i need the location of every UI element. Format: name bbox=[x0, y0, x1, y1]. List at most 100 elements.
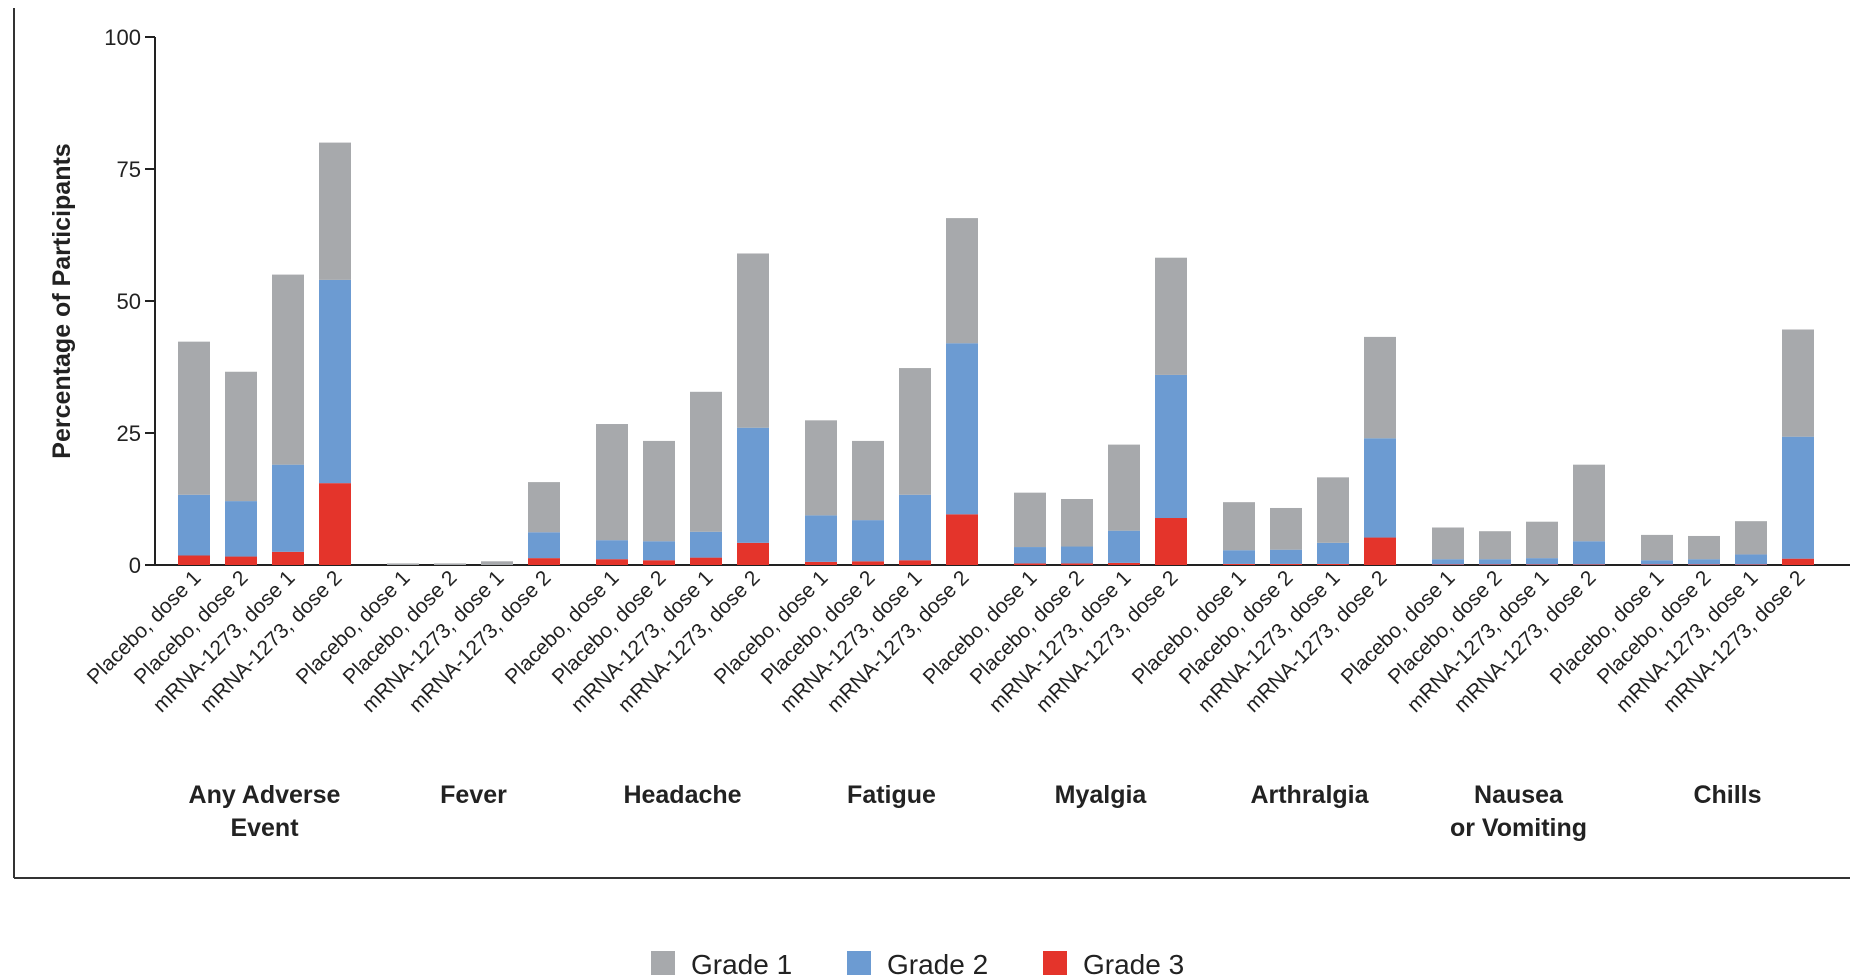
bar-segment-grade1 bbox=[1782, 329, 1814, 437]
bar-segment-grade2 bbox=[1014, 547, 1046, 564]
bar-segment-grade3 bbox=[946, 514, 978, 565]
legend-label: Grade 3 bbox=[1083, 949, 1184, 979]
bar-segment-grade1 bbox=[1108, 444, 1140, 531]
bar-segment-grade2 bbox=[1317, 542, 1349, 564]
bar-segment-grade2 bbox=[1526, 558, 1558, 565]
bar-segment-grade2 bbox=[643, 541, 675, 561]
bar-segment-grade2 bbox=[1364, 438, 1396, 538]
bar-segment-grade3 bbox=[1688, 564, 1720, 565]
bar-segment-grade1 bbox=[946, 218, 978, 344]
bar-segment-grade1 bbox=[596, 424, 628, 541]
group-label: Fatigue bbox=[847, 781, 936, 809]
y-tick-label: 25 bbox=[117, 421, 141, 446]
bar-segment-grade1 bbox=[481, 561, 513, 565]
bar-segment-grade1 bbox=[805, 420, 837, 516]
bar-segment-grade2 bbox=[319, 279, 351, 484]
bar-segment-grade2 bbox=[690, 531, 722, 558]
legend-label: Grade 1 bbox=[691, 949, 792, 979]
bar-segment-grade2 bbox=[805, 515, 837, 562]
bar-segment-grade2 bbox=[225, 501, 257, 557]
bar-segment-grade2 bbox=[1223, 550, 1255, 564]
y-tick-label: 50 bbox=[117, 289, 141, 314]
bar-segment-grade2 bbox=[899, 494, 931, 561]
bar-segment-grade3 bbox=[1479, 564, 1511, 565]
bar-segment-grade3 bbox=[1526, 564, 1558, 565]
group-label: Arthralgia bbox=[1250, 781, 1369, 809]
bar-segment-grade3 bbox=[1061, 563, 1093, 565]
bar-segment-grade3 bbox=[596, 559, 628, 565]
bar-segment-grade1 bbox=[319, 142, 351, 280]
bar-segment-grade2 bbox=[737, 427, 769, 543]
bar-segment-grade3 bbox=[225, 556, 257, 565]
bar-segment-grade3 bbox=[805, 561, 837, 565]
group-label: Nausea or Vomiting bbox=[1450, 781, 1587, 842]
bar-segment-grade2 bbox=[1270, 549, 1302, 564]
bar-segment-grade2 bbox=[1688, 559, 1720, 565]
legend-label: Grade 2 bbox=[887, 949, 988, 979]
bar-segment-grade3 bbox=[1223, 563, 1255, 565]
bar-segment-grade2 bbox=[528, 532, 560, 559]
bar-segment-grade3 bbox=[272, 551, 304, 565]
bar-segment-grade2 bbox=[946, 343, 978, 515]
bar-segment-grade1 bbox=[1479, 531, 1511, 560]
bar-segment-grade3 bbox=[1432, 564, 1464, 565]
bar-segment-grade2 bbox=[1432, 559, 1464, 565]
bar-segment-grade1 bbox=[528, 482, 560, 533]
bar-segment-grade2 bbox=[272, 464, 304, 552]
bar-segment-grade1 bbox=[899, 368, 931, 495]
bar-segment-grade2 bbox=[1735, 554, 1767, 565]
bar-segment-grade3 bbox=[528, 558, 560, 565]
bar-segment-grade1 bbox=[225, 371, 257, 502]
y-tick-label: 0 bbox=[129, 553, 141, 578]
legend-swatch-grade1 bbox=[651, 951, 675, 975]
bar-segment-grade1 bbox=[1432, 527, 1464, 560]
bar-segment-grade3 bbox=[1270, 563, 1302, 565]
bar-segment-grade2 bbox=[1061, 546, 1093, 564]
bar-segment-grade3 bbox=[1573, 564, 1605, 565]
bar-segment-grade2 bbox=[852, 520, 884, 562]
bar-segment-grade1 bbox=[1526, 521, 1558, 559]
bar-segment-grade3 bbox=[1641, 564, 1673, 565]
bar-segment-grade3 bbox=[1155, 518, 1187, 565]
group-label: Chills bbox=[1693, 781, 1761, 809]
bar-segment-grade2 bbox=[178, 494, 210, 556]
bar-segment-grade2 bbox=[1479, 559, 1511, 565]
bar-segment-grade1 bbox=[1688, 535, 1720, 560]
bar-segment-grade1 bbox=[1364, 336, 1396, 439]
bar-segment-grade3 bbox=[1364, 537, 1396, 565]
bar-segment-grade3 bbox=[1014, 563, 1046, 565]
bar-segment-grade3 bbox=[899, 560, 931, 565]
bar-segment-grade2 bbox=[1573, 541, 1605, 565]
bar-segment-grade1 bbox=[387, 563, 419, 565]
bar-segment-grade3 bbox=[1108, 562, 1140, 565]
group-label: Myalgia bbox=[1055, 781, 1148, 809]
group-label: Headache bbox=[623, 781, 741, 809]
bar-segment-grade1 bbox=[272, 274, 304, 465]
group-label: Any Adverse Event bbox=[189, 781, 341, 842]
bar-segment-grade2 bbox=[1155, 374, 1187, 519]
bar-segment-grade1 bbox=[737, 253, 769, 428]
bar-segment-grade3 bbox=[1782, 558, 1814, 565]
bar-segment-grade1 bbox=[852, 440, 884, 521]
bar-segment-grade2 bbox=[1641, 560, 1673, 565]
bar-segment-grade1 bbox=[1223, 502, 1255, 551]
bar-segment-grade3 bbox=[643, 560, 675, 565]
bar-segment-grade1 bbox=[1317, 477, 1349, 543]
bar-segment-grade1 bbox=[1061, 499, 1093, 547]
bar-segment-grade3 bbox=[1317, 563, 1349, 565]
y-axis-title: Percentage of Participants bbox=[48, 143, 76, 458]
bar-segment-grade2 bbox=[596, 540, 628, 560]
bar-segment-grade1 bbox=[434, 563, 466, 565]
y-tick-label: 75 bbox=[117, 157, 141, 182]
group-label: Fever bbox=[440, 781, 507, 809]
bar-segment-grade1 bbox=[1014, 492, 1046, 548]
bar-segment-grade1 bbox=[1641, 534, 1673, 561]
bar-segment-grade2 bbox=[1782, 436, 1814, 559]
y-tick-label: 100 bbox=[104, 25, 141, 50]
bar-segment-grade1 bbox=[690, 391, 722, 532]
bar-segment-grade1 bbox=[1155, 257, 1187, 375]
bar-segment-grade3 bbox=[319, 483, 351, 565]
bar-segment-grade1 bbox=[1573, 464, 1605, 542]
bar-segment-grade3 bbox=[1735, 564, 1767, 565]
